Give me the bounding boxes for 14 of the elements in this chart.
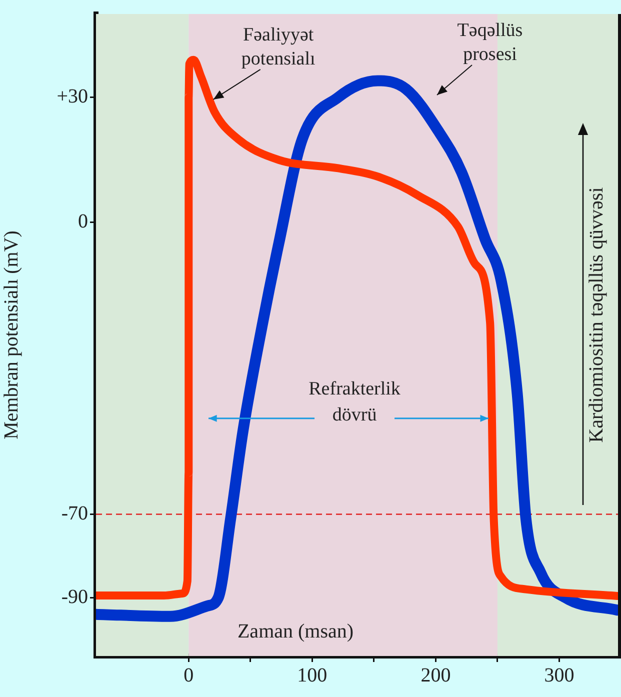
y-tick-label: -70	[61, 502, 88, 525]
y2-axis-title: Kardiomiositin təqəllüs qüvvəsi	[585, 186, 608, 443]
x-tick-label: 0	[184, 664, 194, 686]
x-tick-label: 200	[420, 664, 451, 686]
y-axis-title: Membran potensialı (mV)	[0, 230, 22, 440]
y-tick-label: +30	[56, 86, 88, 108]
annotation: Təqəllüs prosesi	[457, 20, 523, 65]
x-tick-label: 300	[544, 664, 574, 686]
annotation: Fəaliyyət potensialı	[241, 24, 316, 70]
x-axis-title: Zaman (msan)	[237, 620, 354, 642]
y-tick-label: -90	[61, 586, 88, 608]
x-tick-label: 100	[297, 664, 328, 686]
y-tick-label: 0	[78, 210, 88, 233]
annotation: Refrakterlik dövrü	[308, 378, 401, 426]
